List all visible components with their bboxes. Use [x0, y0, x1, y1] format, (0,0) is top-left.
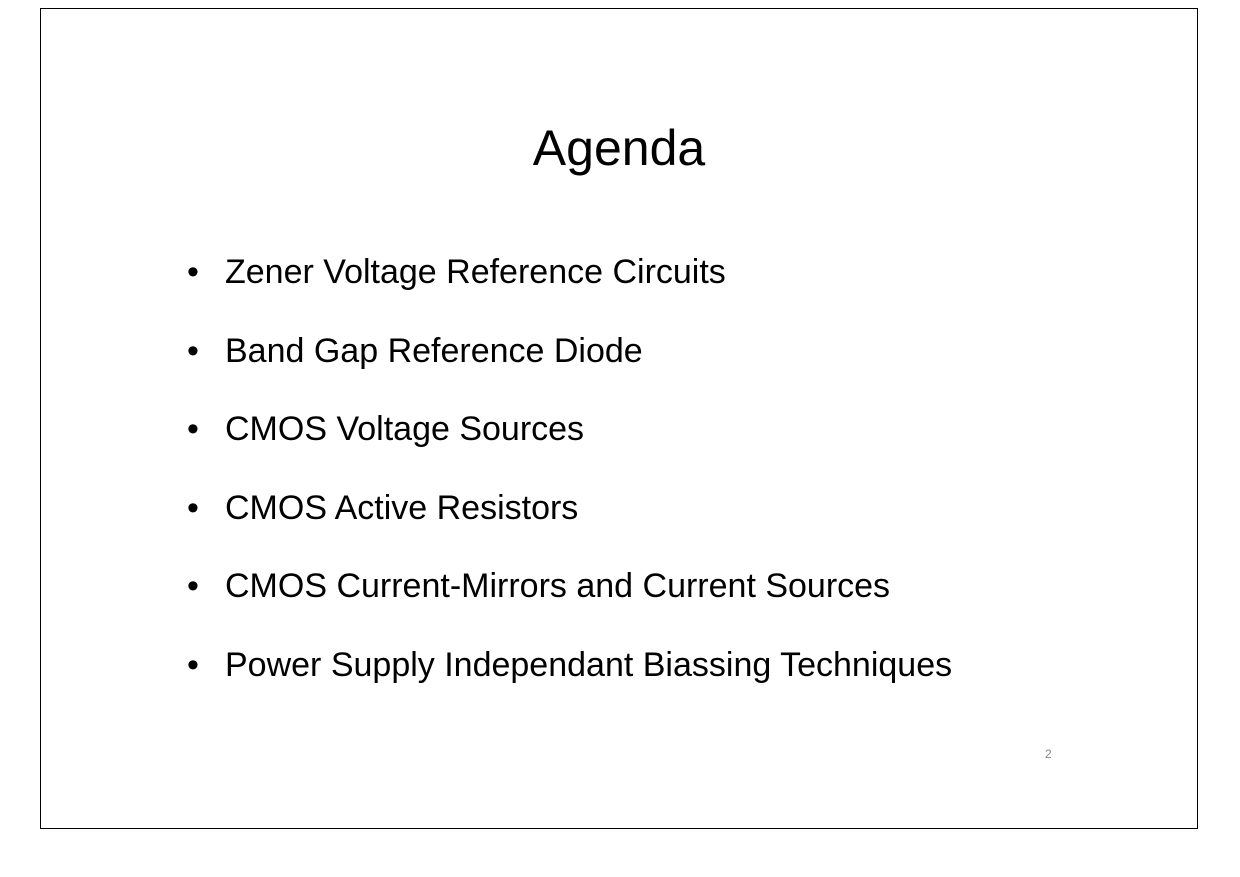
- bullet-icon: •: [187, 331, 199, 370]
- bullet-icon: •: [187, 253, 199, 291]
- list-item-text: Zener Voltage Reference Circuits: [225, 253, 726, 291]
- slide: Agenda • Zener Voltage Reference Circuit…: [40, 8, 1198, 829]
- list-item-text: CMOS Current-Mirrors and Current Sources: [225, 567, 891, 605]
- list-item-text: Power Supply Independant Biassing Techni…: [225, 645, 953, 684]
- bullet-icon: •: [187, 645, 199, 684]
- list-item-text: CMOS Active Resistors: [225, 488, 579, 527]
- bullet-icon: •: [187, 567, 199, 605]
- page-number: 2: [1045, 747, 1052, 761]
- list-item-text: CMOS Voltage Sources: [225, 410, 585, 448]
- list-item-text: Band Gap Reference Diode: [225, 331, 643, 370]
- bullet-icon: •: [187, 410, 199, 448]
- bullet-icon: •: [187, 488, 199, 527]
- slide-title: Agenda: [532, 120, 706, 176]
